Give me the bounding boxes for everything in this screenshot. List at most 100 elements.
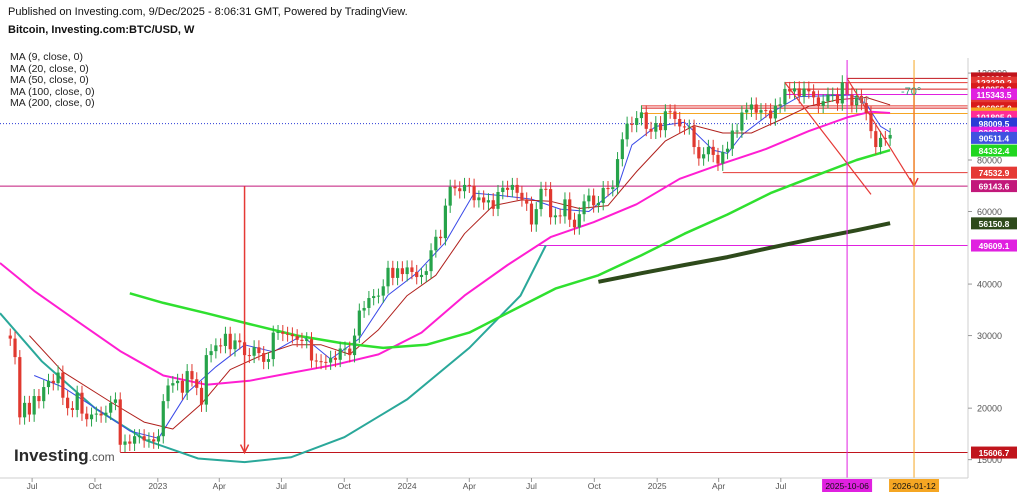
candle-body[interactable] xyxy=(592,195,596,206)
candle-body[interactable] xyxy=(716,154,720,164)
candle-body[interactable] xyxy=(343,348,347,350)
candle-body[interactable] xyxy=(295,336,299,340)
candle-body[interactable] xyxy=(429,250,433,272)
candle-body[interactable] xyxy=(348,348,352,356)
indicator-ma100[interactable]: MA (100, close, 0) xyxy=(10,85,95,98)
candle-body[interactable] xyxy=(812,91,816,98)
candle-body[interactable] xyxy=(835,94,840,104)
candle-body[interactable] xyxy=(850,94,854,106)
candle-body[interactable] xyxy=(199,387,204,405)
candle-body[interactable] xyxy=(156,436,161,442)
candle-body[interactable] xyxy=(792,88,797,92)
candle-body[interactable] xyxy=(123,441,127,445)
candle-body[interactable] xyxy=(730,130,734,149)
candle-body[interactable] xyxy=(797,88,801,97)
candle-body[interactable] xyxy=(702,154,706,159)
candle-body[interactable] xyxy=(281,332,285,334)
candle-body[interactable] xyxy=(386,267,390,287)
candle-body[interactable] xyxy=(367,298,371,308)
candle-body[interactable] xyxy=(372,296,376,299)
candle-body[interactable] xyxy=(477,197,481,201)
candle-body[interactable] xyxy=(658,123,663,131)
candle-body[interactable] xyxy=(319,361,323,363)
indicator-ma200[interactable]: MA (200, close, 0) xyxy=(10,97,95,109)
candle-body[interactable] xyxy=(8,335,12,339)
candle-body[interactable] xyxy=(639,112,644,119)
candle-body[interactable] xyxy=(553,215,557,218)
candle-body[interactable] xyxy=(482,197,486,203)
candle-body[interactable] xyxy=(37,396,41,402)
candle-body[interactable] xyxy=(668,111,672,113)
candle-body[interactable] xyxy=(874,131,878,148)
candle-body[interactable] xyxy=(549,189,553,218)
ma-series-line[interactable] xyxy=(598,221,891,284)
candle-body[interactable] xyxy=(271,332,275,360)
candle-body[interactable] xyxy=(338,348,342,360)
candle-body[interactable] xyxy=(878,137,883,148)
candle-body[interactable] xyxy=(142,436,146,441)
candle-body[interactable] xyxy=(80,392,84,414)
candle-body[interactable] xyxy=(515,184,519,193)
candle-body[interactable] xyxy=(75,392,79,410)
candle-body[interactable] xyxy=(635,118,639,125)
candle-body[interactable] xyxy=(888,134,892,139)
candle-body[interactable] xyxy=(309,339,314,361)
candle-body[interactable] xyxy=(352,335,357,356)
ma-series-line[interactable] xyxy=(129,149,891,350)
candle-body[interactable] xyxy=(300,339,304,342)
candle-body[interactable] xyxy=(525,199,529,204)
candle-body[interactable] xyxy=(104,412,108,416)
candle-body[interactable] xyxy=(46,380,51,388)
candle-body[interactable] xyxy=(883,137,887,139)
candle-body[interactable] xyxy=(266,359,271,362)
candle-body[interactable] xyxy=(128,441,132,444)
candle-body[interactable] xyxy=(314,360,318,362)
candle-body[interactable] xyxy=(697,147,701,159)
candle-body[interactable] xyxy=(764,110,768,112)
candle-body[interactable] xyxy=(754,104,758,113)
candle-body[interactable] xyxy=(262,353,266,362)
candle-body[interactable] xyxy=(663,111,667,131)
candle-body[interactable] xyxy=(99,413,103,416)
candle-body[interactable] xyxy=(505,187,510,190)
candle-body[interactable] xyxy=(357,310,361,336)
candle-body[interactable] xyxy=(544,188,548,190)
candle-body[interactable] xyxy=(324,361,328,363)
candle-body[interactable] xyxy=(247,355,251,357)
candle-body[interactable] xyxy=(682,126,687,128)
candle-body[interactable] xyxy=(486,200,491,203)
candle-body[interactable] xyxy=(625,123,629,140)
candle-body[interactable] xyxy=(826,94,830,102)
candle-body[interactable] xyxy=(152,439,156,442)
candle-body[interactable] xyxy=(721,151,725,164)
candle-body[interactable] xyxy=(329,357,333,363)
candle-body[interactable] xyxy=(534,209,538,225)
candle-body[interactable] xyxy=(840,82,844,104)
candle-body[interactable] xyxy=(42,387,46,402)
candle-body[interactable] xyxy=(147,439,151,441)
candle-body[interactable] xyxy=(223,333,228,347)
candle-body[interactable] xyxy=(290,334,294,337)
candle-body[interactable] xyxy=(496,192,500,209)
candle-body[interactable] xyxy=(644,112,648,129)
candle-body[interactable] xyxy=(510,184,514,190)
candle-body[interactable] xyxy=(185,371,189,393)
candle-body[interactable] xyxy=(577,214,581,228)
candle-body[interactable] xyxy=(606,188,610,190)
candle-body[interactable] xyxy=(520,192,524,200)
candle-body[interactable] xyxy=(630,123,634,125)
candle-body[interactable] xyxy=(276,332,280,334)
candle-body[interactable] xyxy=(568,199,572,220)
candle-body[interactable] xyxy=(768,110,773,119)
candle-body[interactable] xyxy=(89,414,94,420)
candle-body[interactable] xyxy=(678,118,682,127)
candle-body[interactable] xyxy=(673,111,677,119)
ma-series-line[interactable] xyxy=(0,110,891,386)
candle-body[interactable] xyxy=(204,355,208,405)
candle-body[interactable] xyxy=(539,188,543,210)
candle-body[interactable] xyxy=(333,357,338,360)
candle-body[interactable] xyxy=(18,357,22,418)
candle-body[interactable] xyxy=(195,379,199,388)
candle-body[interactable] xyxy=(171,383,175,386)
